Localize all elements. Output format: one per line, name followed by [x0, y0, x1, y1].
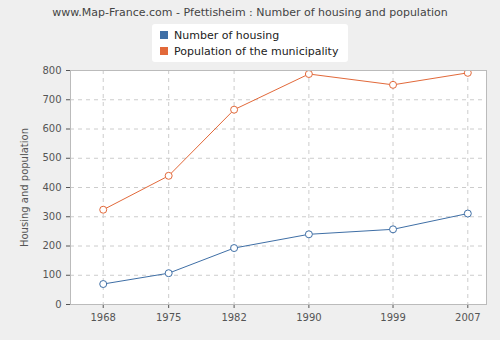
- svg-text:0: 0: [55, 299, 61, 310]
- svg-text:500: 500: [42, 152, 61, 163]
- svg-text:700: 700: [42, 94, 61, 105]
- svg-text:1999: 1999: [380, 312, 405, 323]
- svg-text:300: 300: [42, 211, 61, 222]
- svg-text:100: 100: [42, 269, 61, 280]
- svg-text:1975: 1975: [156, 312, 181, 323]
- html-text:Number of housing: Number of housing: [174, 28, 280, 42]
- svg-text:Housing and population: Housing and population: [19, 128, 30, 247]
- svg-text:2007: 2007: [455, 312, 480, 323]
- html-text:Population of the municipality: Population of the municipality: [174, 44, 339, 58]
- svg-text:400: 400: [42, 182, 61, 193]
- svg-text:1990: 1990: [296, 312, 321, 323]
- svg-text:600: 600: [42, 123, 61, 134]
- svg-text:200: 200: [42, 240, 61, 251]
- svg-text:1982: 1982: [221, 312, 246, 323]
- html-text:www.Map-France.com - Pfettishe: www.Map-France.com - Pfettisheim : Numbe…: [52, 6, 448, 19]
- svg-text:800: 800: [42, 65, 61, 76]
- svg-text:1968: 1968: [90, 312, 115, 323]
